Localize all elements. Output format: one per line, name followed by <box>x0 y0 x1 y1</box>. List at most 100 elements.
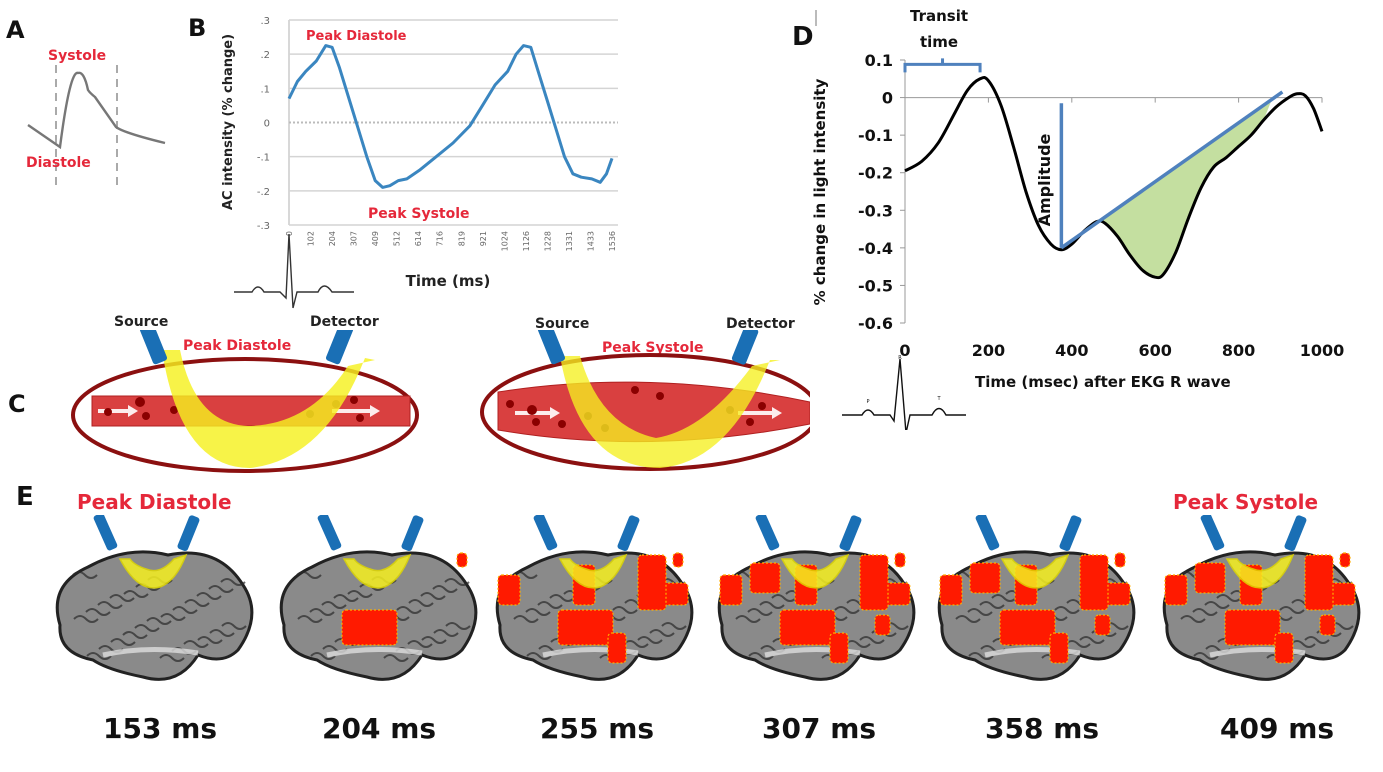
panel-d-y-tick-label: 0 <box>882 89 893 108</box>
brain-sulcus <box>649 629 675 637</box>
activation-region <box>1194 562 1226 594</box>
panel-d-letter: D <box>792 22 814 52</box>
transit-time-label-line2: time <box>920 33 958 51</box>
panel-c-left-detector-label: Detector <box>310 314 379 330</box>
panel-b-chart: .3 .2 .1 0 -.1 -.2 -.3 0 102 204 307 409 512 614 716 8… <box>221 16 618 309</box>
panel-d-x-axis-label: Time (msec) after EKG R wave <box>975 373 1231 391</box>
brain-sulcus <box>1054 606 1080 614</box>
source-probe <box>93 515 118 551</box>
brain-sulcus <box>513 615 539 623</box>
activation-region <box>1164 574 1188 606</box>
panel-d-y-tick-label: -0.1 <box>858 126 893 145</box>
brain-sulcus <box>637 636 663 644</box>
activation-region <box>859 554 889 611</box>
svg-text:R: R <box>898 355 902 361</box>
activation-region <box>829 632 849 664</box>
panel-b-y-tick-label: .3 <box>260 16 270 27</box>
ac-intensity-line <box>287 44 614 189</box>
brain-sulcus <box>1065 640 1091 648</box>
brain-sulcus <box>73 615 99 623</box>
brain-sulcus <box>309 608 335 616</box>
panel-b-x-axis-label: Time (ms) <box>406 272 491 290</box>
brain-sulcus <box>197 636 223 644</box>
panel-b-x-tick-label: 512 <box>393 231 402 246</box>
panel-d-y-tick-label: 0.1 <box>865 51 893 70</box>
source-probe <box>1200 515 1225 551</box>
brain-sulcus <box>1079 636 1105 644</box>
panel-b-x-tick-label: 1536 <box>608 231 617 251</box>
detector-probe <box>1059 515 1082 552</box>
temporal-highlight <box>1209 646 1306 658</box>
brain-sulcus <box>661 622 687 630</box>
activation-region <box>1274 632 1294 664</box>
brain-sulcus <box>748 652 774 660</box>
panel-b-x-tick-label: 307 <box>350 231 359 246</box>
activation-region <box>779 609 836 646</box>
brain-sulcus <box>85 608 111 616</box>
pulse-waveform-curve <box>27 71 166 150</box>
brain-sulcus <box>526 652 552 660</box>
panel-b-x-tick-label: 819 <box>457 231 466 246</box>
brain-sulcus <box>445 622 471 630</box>
brain-frame <box>717 515 916 681</box>
brain-sulcus <box>209 629 235 637</box>
activation-region <box>749 562 781 594</box>
activation-region <box>557 609 614 646</box>
panel-c-right-diagram <box>480 330 810 471</box>
panel-a-letter: A <box>6 16 25 44</box>
brain-sulcus <box>623 640 649 648</box>
panel-b-peak-systole-annotation: Peak Systole <box>368 206 470 222</box>
brain-sulcus <box>160 613 186 621</box>
brain-frame <box>495 515 694 681</box>
panel-b-x-tick-label: 921 <box>479 231 488 246</box>
brain-sulcus <box>537 601 563 609</box>
brain-frame-time-caption: 307 ms <box>762 712 877 745</box>
brain-sulcus <box>1204 601 1230 609</box>
brain-frame <box>937 515 1136 681</box>
brain-sulcus <box>512 571 538 579</box>
light-path-banana <box>1000 553 1070 589</box>
panel-b-x-tick-label: 0 <box>285 231 294 236</box>
panel-c-right-source-label: Source <box>535 316 590 332</box>
panel-b-x-tick-label: 1228 <box>543 231 552 251</box>
brain-sulcus <box>183 640 209 648</box>
activation-region <box>1319 614 1336 636</box>
light-intensity-curve <box>904 76 1324 280</box>
activation-region <box>1079 554 1109 611</box>
brain-sulcus <box>979 601 1005 609</box>
panel-c-left-diagram <box>71 330 419 473</box>
brain-sulcus <box>834 606 860 614</box>
brain-sulcus <box>991 594 1017 602</box>
brain-sulcus <box>420 592 446 600</box>
brain-frame-time-caption: 204 ms <box>322 712 437 745</box>
brain-sulcus <box>109 594 135 602</box>
panel-b-y-tick-label: -.1 <box>257 153 270 164</box>
brain-sulcus <box>396 606 422 614</box>
temporal-highlight <box>764 646 861 658</box>
detector-probe <box>1284 515 1307 552</box>
brain-sulcus <box>967 608 993 616</box>
temporal-highlight <box>984 646 1081 658</box>
brain-sulcus <box>86 652 112 660</box>
source-probe <box>755 515 780 551</box>
panel-a-waveform <box>27 65 166 185</box>
panel-d-x-tick-label: 800 <box>1222 341 1255 360</box>
activation-region <box>456 552 468 568</box>
activation-region <box>894 552 906 568</box>
panel-b-x-tick-label: 409 <box>371 231 380 246</box>
brain-sulcus <box>296 571 322 579</box>
brain-sulcus <box>735 615 761 623</box>
panel-b-y-axis-label: AC intensity (% change) <box>221 34 236 210</box>
panel-d-x-tick-label: 200 <box>972 341 1005 360</box>
panel-b-peak-diastole-annotation: Peak Diastole <box>306 29 407 44</box>
panel-d-y-tick-label: -0.2 <box>858 164 893 183</box>
activation-region <box>341 609 398 646</box>
brain-sulcus <box>221 622 247 630</box>
amplitude-label: Amplitude <box>1035 133 1054 226</box>
vessel-flow-arrows <box>515 407 782 419</box>
panel-d-y-axis-label: % change in light intensity <box>811 78 829 305</box>
panel-d-x-tick-label: 600 <box>1138 341 1171 360</box>
brain-sulcus <box>747 608 773 616</box>
detector-probe <box>731 330 759 365</box>
panel-e-peak-diastole-label: Peak Diastole <box>77 490 232 514</box>
